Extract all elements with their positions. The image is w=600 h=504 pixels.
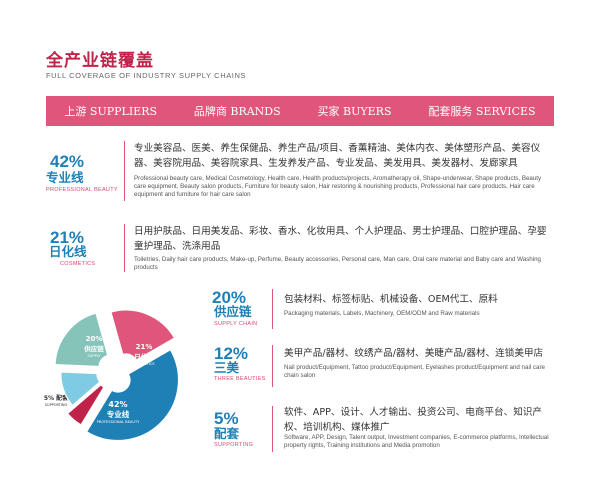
three-beauties-desc-cn: 美甲产品/器材、纹绣产品/器材、美睫产品/器材、连锁美甲店: [284, 348, 544, 359]
pie-label-en: PROFESSIONAL BEAUTY: [97, 420, 141, 424]
section-divider: [272, 289, 274, 329]
section-divider: [124, 141, 126, 201]
three-beauties-desc-en: Nail product/Equipment, Tattoo product/E…: [284, 364, 545, 380]
pie-slice-professional-beauty: [85, 348, 180, 442]
supporting-desc-en: Software, APP, Design, Talent output, In…: [284, 434, 549, 450]
section-divider: [272, 345, 274, 387]
page-title: 全产业链覆盖: [46, 51, 154, 71]
section-divider: [272, 406, 274, 452]
supporting-name-en: SUPPORTING: [214, 442, 254, 448]
nav-item-services[interactable]: 配套服务 SERVICES: [428, 105, 536, 118]
nav-item-brands[interactable]: 品牌商 BRANDS: [193, 105, 281, 118]
supporting-desc-cn: 软件、APP、设计、人才输出、投资公司、电商平台、知识产权、培训机构、媒体推广: [284, 407, 542, 433]
nav-item-suppliers[interactable]: 上游 SUPPLIERS: [64, 105, 158, 118]
section-divider: [124, 224, 126, 272]
professional-name-en: PROFESSIONAL BEAUTY: [46, 187, 118, 193]
professional-desc-cn: 专业美容品、医美、养生保健品、养生产品/项目、香薰精油、美体内衣、美体塑形产品、…: [134, 143, 541, 169]
supporting-percent: 5%: [214, 409, 239, 428]
three-beauties-name-en: THREE BEAUTIES: [214, 376, 266, 382]
professional-desc-en: Professional beauty care, Medical Cosmet…: [134, 175, 542, 199]
cosmetics-desc-en: Toiletries, Daily hair care products, Ma…: [134, 256, 541, 272]
nav-item-buyers[interactable]: 买家 BUYERS: [317, 105, 392, 118]
professional-name-cn: 专业线: [46, 170, 84, 185]
pie-label-en: SUPPORTING: [45, 403, 68, 407]
supply-percent: 20%: [212, 288, 247, 307]
page-subtitle: FULL COVERAGE OF INDUSTRY SUPPLY CHAINS: [46, 71, 247, 80]
pie-label-en: SUPPLY: [88, 354, 102, 358]
cosmetics-percent: 21%: [50, 228, 85, 247]
supply-name-en: SUPPLY CHAIN: [214, 321, 258, 327]
three-beauties-percent: 12%: [214, 344, 249, 363]
pie-label-cn: 供应链: [83, 344, 104, 353]
supply-name-cn: 供应链: [214, 304, 252, 319]
cosmetics-name-en: COSMETICS: [60, 261, 96, 267]
pie-label-pct-name: 5% 配套: [44, 394, 68, 402]
pie-slice-supply: [54, 312, 109, 368]
pie-label-en: COSMETICS: [133, 362, 155, 366]
pie-label-cn: 日化线: [134, 352, 154, 361]
pie-label-pct: 42%: [108, 400, 127, 409]
pie-label-pct: 20%: [86, 335, 103, 343]
pie-label-pct: 21%: [136, 343, 153, 351]
pie-slice-supporting: [66, 383, 105, 426]
category-nav-bar: 上游 SUPPLIERS 品牌商 BRANDS 买家 BUYERS 配套服务 S…: [46, 96, 554, 126]
three-beauties-name-cn: 三美: [214, 360, 240, 375]
cosmetics-name-cn: 日化线: [49, 244, 87, 259]
pie-slice-cosmetics: [110, 309, 176, 361]
supporting-name-cn: 配套: [214, 426, 240, 441]
pie-label-cn: 专业线: [107, 409, 130, 419]
supply-desc-en: Packaging materials, Labels, Machinery, …: [284, 310, 480, 317]
supply-desc-cn: 包装材料、标签标贴、机械设备、OEM代工、原料: [284, 294, 498, 305]
pie-slice-three-beauties: [60, 371, 101, 407]
professional-percent: 42%: [50, 152, 85, 171]
cosmetics-desc-cn: 日用护肤品、日用美发品、彩妆、香水、化妆用具、个人护理品、男士护理品、口腔护理品…: [134, 226, 547, 252]
